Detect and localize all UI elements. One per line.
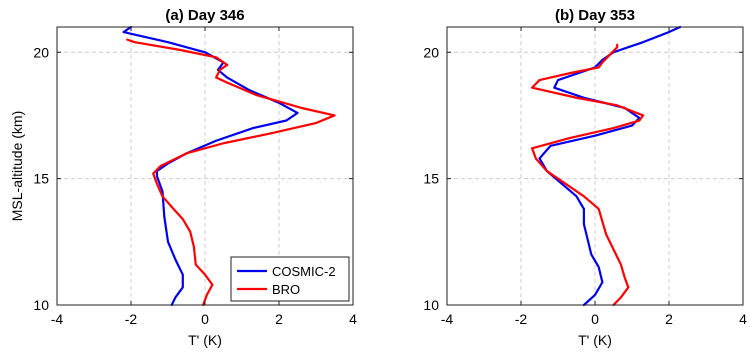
x-tick-label: -2 <box>125 311 138 327</box>
x-tick-label: -4 <box>51 311 64 327</box>
series-line-bro <box>531 43 645 307</box>
legend-label: BRO <box>272 282 300 297</box>
x-tick-label: -2 <box>515 311 528 327</box>
y-tick-label: 15 <box>423 171 439 187</box>
x-tick-label: 4 <box>739 311 747 327</box>
panel-b: -4 -2 0 2 4 10 15 20 (b) Day 353 T' (K) <box>423 7 747 348</box>
series-line-cosmic-2 <box>538 25 682 307</box>
legend-box <box>230 256 350 302</box>
chart-title: (b) Day 353 <box>555 7 635 24</box>
y-tick-label: 10 <box>33 297 49 313</box>
y-tick-label: 20 <box>423 44 439 60</box>
x-axis-label: T' (K) <box>188 332 222 348</box>
x-tick-label: 2 <box>275 311 283 327</box>
legend: COSMIC-2 BRO <box>230 256 350 302</box>
panel-a: -4 -2 0 2 4 10 15 20 (a) Day 346 T' (K) MSL-altitu… <box>9 7 357 348</box>
y-tick-label: 15 <box>33 171 49 187</box>
chart-title: (a) Day 346 <box>165 7 244 24</box>
x-tick-label: 4 <box>349 311 357 327</box>
legend-label: COSMIC-2 <box>272 264 336 279</box>
y-tick-label: 20 <box>33 44 49 60</box>
x-tick-label: 0 <box>201 311 209 327</box>
y-axis-label: MSL-altitude (km) <box>9 111 25 221</box>
x-axis-label: T' (K) <box>578 332 612 348</box>
x-tick-label: 2 <box>665 311 673 327</box>
x-tick-label: -4 <box>441 311 454 327</box>
y-tick-label: 10 <box>423 297 439 313</box>
series-line-bro <box>126 38 336 307</box>
x-tick-label: 0 <box>591 311 599 327</box>
